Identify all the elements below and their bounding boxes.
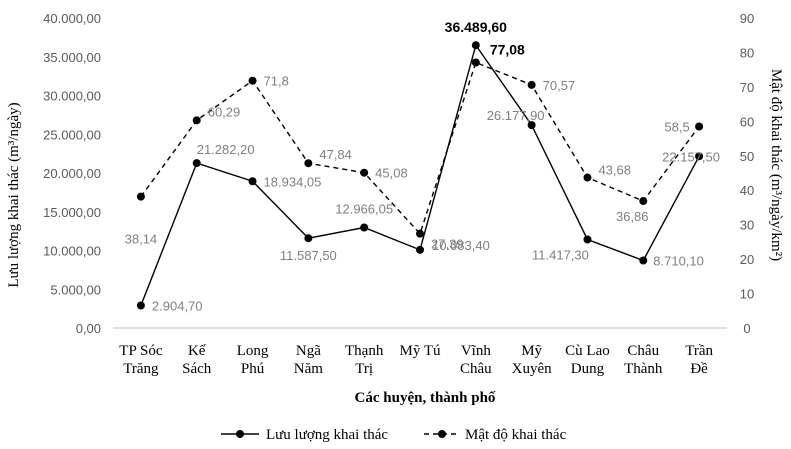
data-point-mat-do: [639, 197, 648, 206]
data-point-luu-luong: [416, 245, 424, 254]
x-tick-label: Trần Đề: [685, 343, 713, 377]
data-label-mat-do: 36,86: [616, 209, 649, 224]
data-label-luu-luong: 18.934,05: [264, 174, 322, 189]
data-label-mat-do: 47,84: [319, 147, 352, 162]
y-tick-label-left: 40.000,00: [43, 11, 101, 26]
data-point-mat-do: [192, 116, 201, 125]
legend-label-mat-do: Mật độ khai thác: [465, 427, 567, 443]
data-label-mat-do: 45,08: [375, 166, 408, 181]
data-point-luu-luong: [695, 152, 704, 161]
data-label-mat-do: 60,29: [208, 104, 241, 119]
data-label-luu-luong: 26.177,90: [487, 108, 545, 123]
data-point-mat-do: [695, 122, 704, 131]
y-tick-label-right: 50: [740, 149, 754, 164]
y-axis-left-title: Lưu lượng khai thác (m³/ngày): [6, 102, 22, 287]
data-label-mat-do: 43,68: [598, 163, 631, 178]
y-tick-label-left: 30.000,00: [43, 89, 101, 104]
legend-marker-mat-do: [438, 430, 446, 438]
data-point-mat-do: [527, 80, 536, 89]
data-label-mat-do: 77,08: [490, 42, 525, 58]
data-point-mat-do: [360, 168, 369, 177]
data-label-luu-luong: 8.710,10: [653, 253, 704, 268]
data-point-luu-luong: [527, 121, 536, 130]
data-point-luu-luong: [192, 159, 201, 168]
data-label-mat-do: 27,39: [431, 237, 464, 252]
x-axis-title: Các huyện, thành phố: [355, 390, 496, 406]
y-tick-label-left: 10.000,00: [43, 244, 101, 259]
data-label-luu-luong: 22.157,50: [662, 149, 720, 164]
data-point-mat-do: [416, 229, 424, 238]
data-point-luu-luong: [136, 301, 145, 310]
data-point-mat-do: [248, 76, 257, 85]
x-tick-label: Vĩnh Châu: [460, 343, 492, 377]
data-label-luu-luong: 10.083,40: [432, 238, 490, 253]
x-tick-label: Cù Lao Dung: [565, 343, 610, 377]
legend-marker-luu-luong: [236, 430, 244, 438]
data-label-mat-do: 70,57: [543, 78, 576, 93]
data-point-mat-do: [136, 192, 145, 201]
y-tick-label-right: 70: [740, 80, 754, 95]
data-label-luu-luong: 11.417,30: [532, 248, 589, 263]
x-tick-label: Châu Thành: [624, 343, 663, 377]
y-tick-label-left: 5.000,00: [50, 282, 101, 297]
y-tick-label-right: 80: [740, 45, 754, 60]
x-tick-label: Mỹ Xuyên: [512, 343, 552, 377]
data-point-mat-do: [583, 173, 592, 182]
x-tick-label: Ngã Năm: [294, 343, 323, 377]
x-tick-label: Mỹ Tú: [400, 343, 441, 359]
y-axis-right-title: Mật độ khai thác (m³/ngày/km²): [768, 69, 784, 261]
y-tick-label-right: 90: [740, 11, 754, 26]
data-label-mat-do: 71,8: [264, 74, 289, 89]
data-label-luu-luong: 11.587,50: [280, 248, 337, 263]
x-tick-label: Thạnh Trị: [345, 343, 384, 377]
data-label-luu-luong: 36.489,60: [445, 19, 507, 35]
data-point-luu-luong: [304, 234, 313, 243]
legend: Lưu lượng khai thác Mật độ khai thác: [221, 427, 567, 443]
data-label-luu-luong: 2.904,70: [152, 298, 203, 313]
x-tick-label: TP Sóc Trăng: [119, 343, 163, 377]
data-point-luu-luong: [639, 256, 648, 265]
x-tick-label: Kế Sách: [182, 343, 212, 377]
data-point-mat-do: [471, 58, 480, 67]
legend-label-luu-luong: Lưu lượng khai thác: [266, 427, 388, 443]
data-point-luu-luong: [471, 41, 480, 50]
data-label-mat-do: 58,5: [664, 120, 689, 135]
y-tick-label-right: 40: [740, 183, 754, 198]
y-tick-label-left: 15.000,00: [43, 205, 101, 220]
data-point-luu-luong: [583, 235, 592, 244]
data-point-luu-luong: [248, 177, 257, 186]
y-tick-label-right: 30: [740, 218, 754, 233]
y-tick-label-left: 0,00: [76, 321, 101, 336]
y-tick-label-left: 25.000,00: [43, 127, 101, 142]
data-point-luu-luong: [360, 223, 369, 232]
y-tick-label-right: 20: [740, 252, 754, 267]
y-tick-label-right: 0: [743, 321, 750, 336]
data-label-luu-luong: 21.282,20: [197, 142, 255, 157]
y-tick-label-right: 60: [740, 114, 754, 129]
y-tick-label-left: 35.000,00: [43, 50, 101, 65]
data-label-mat-do: 38,14: [125, 232, 158, 247]
y-tick-label-right: 10: [740, 287, 754, 302]
x-tick-label: Long Phú: [237, 343, 269, 377]
data-label-luu-luong: 12.966,05: [335, 202, 393, 217]
y-tick-label-left: 20.000,00: [43, 166, 101, 181]
data-point-mat-do: [304, 159, 313, 168]
plot-area: 0,00 5.000,00 10.000,00 15.000,00 20.000,00 2…: [43, 11, 754, 377]
